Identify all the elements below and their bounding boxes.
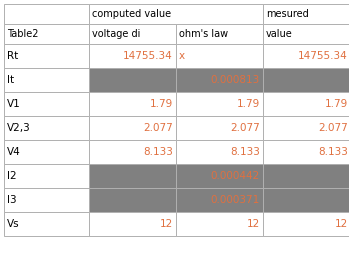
Text: mesured: mesured xyxy=(266,9,309,19)
Bar xyxy=(176,44,263,68)
Text: I3: I3 xyxy=(7,195,17,205)
Bar xyxy=(4,116,89,140)
Bar xyxy=(4,212,89,236)
Text: 1.79: 1.79 xyxy=(325,99,348,109)
Bar xyxy=(89,92,176,116)
Text: 0.000813: 0.000813 xyxy=(211,75,260,85)
Text: 12: 12 xyxy=(335,219,348,229)
Bar xyxy=(4,188,89,212)
Text: Vs: Vs xyxy=(7,219,20,229)
Bar xyxy=(89,188,176,212)
Bar xyxy=(4,24,89,44)
Bar xyxy=(263,4,349,24)
Text: 12: 12 xyxy=(160,219,173,229)
Bar xyxy=(263,24,349,44)
Text: 8.133: 8.133 xyxy=(230,147,260,157)
Bar xyxy=(4,44,89,68)
Text: voltage di: voltage di xyxy=(92,29,140,39)
Bar xyxy=(176,92,263,116)
Bar xyxy=(4,4,89,24)
Text: 0.000371: 0.000371 xyxy=(211,195,260,205)
Bar xyxy=(89,116,176,140)
Text: It: It xyxy=(7,75,14,85)
Text: computed value: computed value xyxy=(92,9,171,19)
Text: I2: I2 xyxy=(7,171,17,181)
Text: V2,3: V2,3 xyxy=(7,123,31,133)
Bar xyxy=(89,24,176,44)
Bar xyxy=(176,68,263,92)
Text: 12: 12 xyxy=(247,219,260,229)
Bar xyxy=(176,116,263,140)
Bar xyxy=(176,24,263,44)
Bar xyxy=(263,164,349,188)
Text: 1.79: 1.79 xyxy=(237,99,260,109)
Bar xyxy=(4,68,89,92)
Bar xyxy=(263,140,349,164)
Text: Rt: Rt xyxy=(7,51,18,61)
Bar xyxy=(4,92,89,116)
Text: V4: V4 xyxy=(7,147,21,157)
Bar xyxy=(89,140,176,164)
Text: ohm's law: ohm's law xyxy=(179,29,228,39)
Bar xyxy=(263,44,349,68)
Bar xyxy=(89,4,263,24)
Bar xyxy=(263,188,349,212)
Text: 2.077: 2.077 xyxy=(230,123,260,133)
Text: 14755.34: 14755.34 xyxy=(298,51,348,61)
Bar xyxy=(176,164,263,188)
Bar xyxy=(89,44,176,68)
Bar xyxy=(263,92,349,116)
Text: 0.000442: 0.000442 xyxy=(211,171,260,181)
Bar xyxy=(263,212,349,236)
Text: 8.133: 8.133 xyxy=(143,147,173,157)
Text: value: value xyxy=(266,29,293,39)
Text: 8.133: 8.133 xyxy=(318,147,348,157)
Text: 2.077: 2.077 xyxy=(143,123,173,133)
Bar xyxy=(176,140,263,164)
Text: x: x xyxy=(179,51,185,61)
Bar xyxy=(4,140,89,164)
Bar xyxy=(263,116,349,140)
Bar xyxy=(89,68,176,92)
Bar xyxy=(176,212,263,236)
Bar xyxy=(263,68,349,92)
Text: V1: V1 xyxy=(7,99,21,109)
Bar xyxy=(176,188,263,212)
Text: 1.79: 1.79 xyxy=(150,99,173,109)
Bar xyxy=(89,164,176,188)
Text: Table2: Table2 xyxy=(7,29,38,39)
Text: 2.077: 2.077 xyxy=(318,123,348,133)
Bar xyxy=(4,164,89,188)
Bar xyxy=(89,212,176,236)
Text: 14755.34: 14755.34 xyxy=(123,51,173,61)
